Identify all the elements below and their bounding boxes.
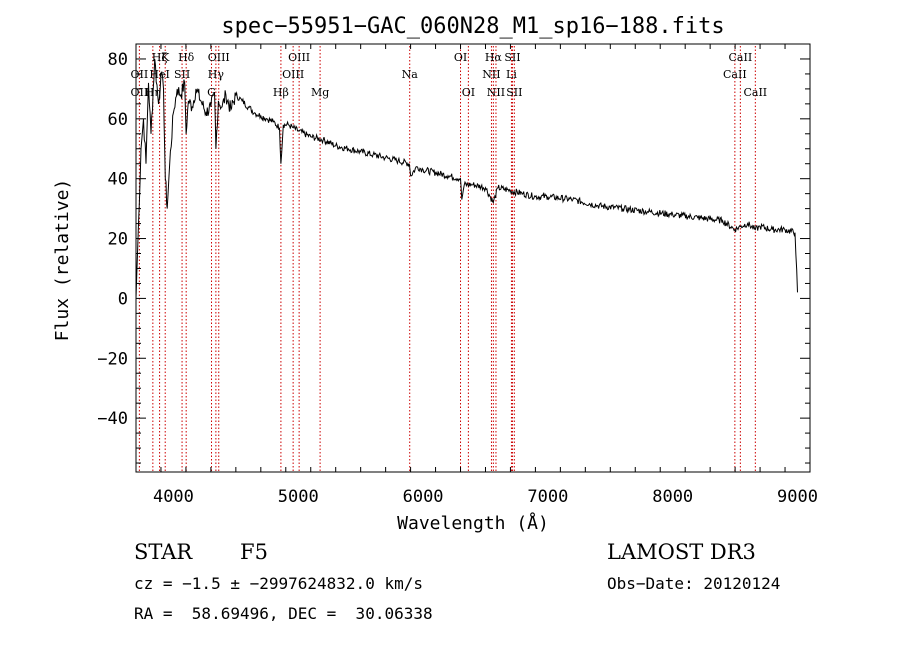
spectral-line-label: SII	[506, 86, 522, 99]
spectral-line-label: OIII	[208, 51, 230, 64]
spectral-line-markers	[138, 46, 756, 472]
spectral-line-label: CaII	[729, 51, 753, 64]
axes: 4000 5000 6000 7000 8000 9000 −40 −20 0 20 40 60 80	[97, 43, 818, 507]
survey-label: LAMOST DR3	[607, 540, 756, 564]
x-tick-label: 4000	[153, 487, 194, 507]
y-tick-label: 80	[108, 50, 128, 70]
spectral-line-label: OII	[131, 86, 149, 99]
spectrum-series	[135, 58, 798, 299]
spectral-line-label: K	[161, 51, 170, 64]
object-subclass: F5	[240, 540, 268, 564]
y-tick-label: 60	[108, 110, 128, 130]
spectral-line-label: Na	[402, 68, 419, 81]
spectral-line-label: Hζ	[152, 51, 168, 64]
y-tick-label: −20	[97, 349, 128, 369]
spectral-line-label: OIII	[282, 68, 304, 81]
obs-date-readout: Obs−Date: 20120124	[607, 574, 781, 593]
spectral-line-label: NII	[487, 86, 505, 99]
chart-title: spec−55951−GAC_060N28_M1_sp16−188.fits	[221, 14, 724, 39]
x-tick-label: 7000	[527, 487, 568, 507]
x-tick-label: 6000	[403, 487, 444, 507]
plot-frame	[135, 43, 811, 473]
y-tick-label: −40	[97, 409, 128, 429]
x-tick-label: 5000	[278, 487, 319, 507]
coordinates-readout: RA = 58.69496, DEC = 30.06338	[134, 604, 433, 623]
y-tick-label: 40	[108, 170, 128, 190]
redshift-readout: cz = −1.5 ± −2997624832.0 km/s	[134, 574, 423, 593]
spectral-line-label: CaII	[743, 86, 767, 99]
spectral-line-label: OI	[462, 86, 475, 99]
y-tick-label: 0	[118, 289, 128, 309]
spectral-line-label: OIII	[288, 51, 310, 64]
y-axis-label: Flux (relative)	[52, 179, 73, 342]
spectral-line-label: SII	[174, 68, 190, 81]
x-axis-label: Wavelength (Å)	[397, 512, 549, 534]
spectral-line-label: Hδ	[178, 51, 195, 64]
y-tick-label: 20	[108, 230, 128, 250]
spectral-line-label: HeI	[149, 68, 169, 81]
object-class: STAR	[134, 540, 193, 564]
spectral-line-label: Hα	[485, 51, 503, 64]
spectral-line-label: OII	[131, 68, 149, 81]
spectrum-line	[135, 58, 798, 299]
spectral-line-label: G	[207, 86, 216, 99]
spectral-line-label: OI	[454, 51, 467, 64]
spectral-line-label: Mg	[311, 86, 329, 99]
spectral-line-label: Hγ	[208, 68, 225, 81]
spectral-line-label: SII	[504, 51, 520, 64]
spectral-line-label: Hβ	[273, 86, 289, 99]
x-tick-label: 8000	[652, 487, 693, 507]
spectral-line-label: CaII	[723, 68, 747, 81]
spectral-line-label: Li	[506, 68, 517, 81]
spectral-line-label: NII	[482, 68, 500, 81]
x-tick-label: 9000	[777, 487, 818, 507]
